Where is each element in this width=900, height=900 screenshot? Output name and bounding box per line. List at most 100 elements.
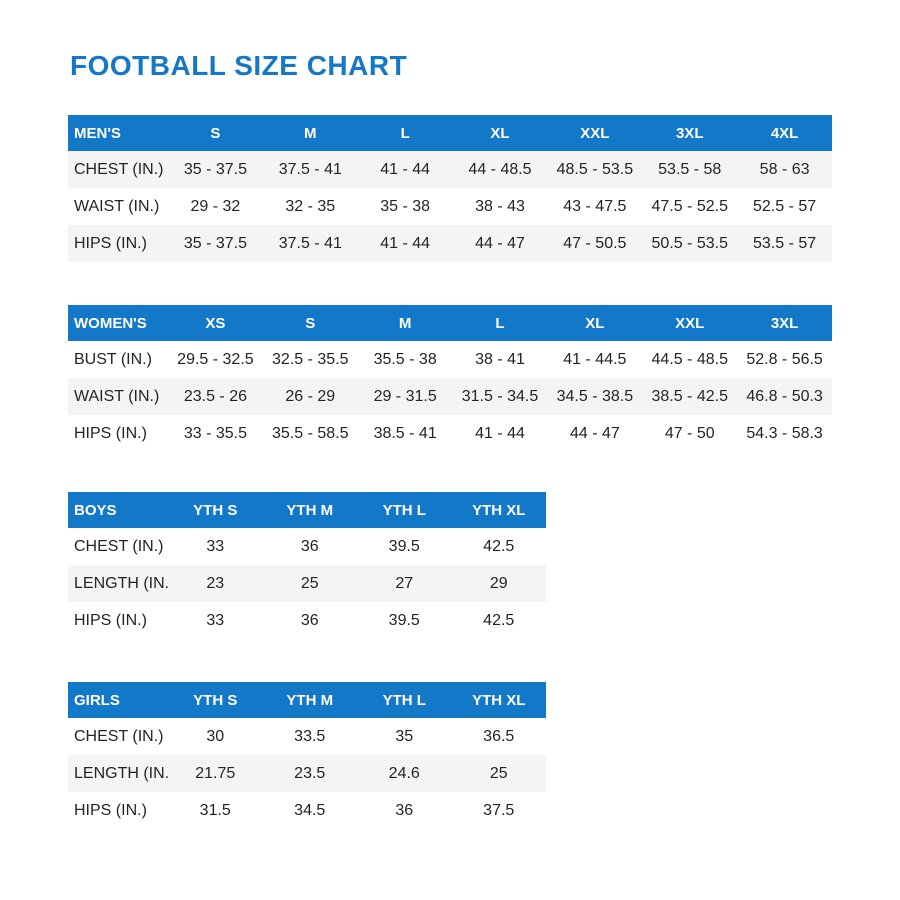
column-header: YTH S [193,501,238,519]
size-cell: 41 - 44 [380,234,431,252]
table-row: WAIST (IN.) 23.5 - 26 26 - 29 29 - 31.5 31.5… [68,378,832,415]
size-cell: 29 [489,574,508,592]
column-header: YTH L [382,501,426,519]
size-table-mens: MEN'S S M L XL XXL 3XL 4XL CHEST (IN.) 35 - 37.5 3… [68,115,832,262]
size-cell: 33 [206,537,225,555]
size-cell: 46.8 - 50.3 [746,387,823,405]
size-cell: 23.5 - 26 [183,387,247,405]
column-header: M [304,124,317,142]
size-cell: 26 - 29 [285,387,336,405]
column-header: XS [205,314,226,332]
table-row: HIPS (IN.) 33 36 39.5 42.5 [68,602,546,639]
size-cell: 37.5 - 41 [278,234,342,252]
column-header: XL [585,314,605,332]
table-row: WAIST (IN.) 29 - 32 32 - 35 35 - 38 38 - 43 4… [68,188,832,225]
size-cell: 39.5 [388,611,420,629]
size-cell: 35.5 - 58.5 [272,424,349,442]
size-cell: 25 [489,764,508,782]
size-cell: 47 - 50 [664,424,715,442]
column-header: YTH S [193,691,238,709]
size-cell: 21.75 [195,764,236,782]
size-cell: 35 - 37.5 [183,160,247,178]
table-row: HIPS (IN.) 35 - 37.5 37.5 - 41 41 - 44 44 - … [68,225,832,262]
table-header-row-boys: BOYS YTH S YTH M YTH L YTH XL [68,492,546,528]
size-cell: 48.5 - 53.5 [556,160,634,178]
table-row: BUST (IN.) 29.5 - 32.5 32.5 - 35.5 35.5 - 3… [68,341,832,378]
table-name: WOMEN'S [74,314,147,332]
size-cell: 37.5 [483,801,515,819]
column-header: 3XL [770,314,799,332]
size-cell: 32.5 - 35.5 [272,350,349,368]
row-label: LENGTH (IN.) [74,574,168,592]
column-header: M [398,314,412,332]
row-label: LENGTH (IN.) [74,764,168,782]
size-cell: 36 [300,611,319,629]
size-cell: 52.8 - 56.5 [746,350,823,368]
column-header: XL [490,124,510,142]
row-label: CHEST (IN.) [74,727,164,745]
table-name: GIRLS [74,691,120,709]
table-name: BOYS [74,501,117,519]
size-cell: 25 [300,574,319,592]
size-cell: 24.6 [388,764,420,782]
size-cell: 58 - 63 [759,160,810,178]
table-row: HIPS (IN.) 31.5 34.5 36 37.5 [68,792,546,829]
size-cell: 42.5 [483,537,515,555]
size-cell: 23 [206,574,225,592]
size-cell: 32 - 35 [285,197,336,215]
row-label: HIPS (IN.) [74,234,147,252]
size-cell: 30 [206,727,225,745]
size-cell: 31.5 - 34.5 [461,387,539,405]
size-cell: 47 - 50.5 [563,234,627,252]
size-cell: 50.5 - 53.5 [651,234,728,252]
size-cell: 29 - 32 [190,197,241,215]
size-cell: 44 - 47 [569,424,620,442]
row-label: HIPS (IN.) [74,424,147,442]
size-cell: 23.5 [294,764,326,782]
size-cell: 41 - 44.5 [563,350,627,368]
size-cell: 38.5 - 42.5 [651,387,728,405]
size-cell: 41 - 44 [380,160,431,178]
size-cell: 43 - 47.5 [563,197,627,215]
column-header: YTH M [286,501,334,519]
table-row: LENGTH (IN.) 23 25 27 29 [68,565,546,602]
row-label: CHEST (IN.) [74,537,164,555]
row-label: WAIST (IN.) [74,387,160,405]
table-row: CHEST (IN.) 33 36 39.5 42.5 [68,528,546,565]
column-header: YTH XL [472,691,526,709]
size-cell: 36 [395,801,414,819]
column-header: 4XL [770,124,799,142]
page-title: FOOTBALL SIZE CHART [70,50,408,81]
column-header: L [495,314,505,332]
size-cell: 29.5 - 32.5 [177,350,254,368]
size-cell: 42.5 [483,611,515,629]
size-cell: 36 [300,537,319,555]
column-header: L [400,124,410,142]
size-cell: 38 - 41 [475,350,525,368]
row-label: WAIST (IN.) [74,197,160,215]
row-label: HIPS (IN.) [74,801,147,819]
row-label: CHEST (IN.) [74,160,164,178]
size-cell: 53.5 - 58 [658,160,722,178]
size-cell: 36.5 [483,727,515,745]
size-cell: 47.5 - 52.5 [651,197,728,215]
column-header: XXL [580,124,610,142]
row-label: HIPS (IN.) [74,611,147,629]
size-cell: 44.5 - 48.5 [651,350,728,368]
table-header-row-womens: WOMEN'S XS S M L XL XXL 3XL [68,305,832,341]
table-row: CHEST (IN.) 35 - 37.5 37.5 - 41 41 - 44 44 -… [68,151,832,188]
size-cell: 41 - 44 [475,424,525,442]
size-cell: 27 [395,574,414,592]
size-cell: 35.5 - 38 [373,350,437,368]
size-cell: 35 - 37.5 [183,234,247,252]
column-header: 3XL [675,124,704,142]
size-cell: 31.5 [199,801,231,819]
column-header: YTH L [382,691,426,709]
row-label: BUST (IN.) [74,350,152,368]
table-row: CHEST (IN.) 30 33.5 35 36.5 [68,718,546,755]
column-header: YTH XL [472,501,526,519]
size-cell: 35 [395,727,414,745]
size-cell: 33 - 35.5 [183,424,247,442]
size-table-boys: BOYS YTH S YTH M YTH L YTH XL CHEST (IN.) 33 36… [68,492,546,639]
size-cell: 34.5 [294,801,326,819]
